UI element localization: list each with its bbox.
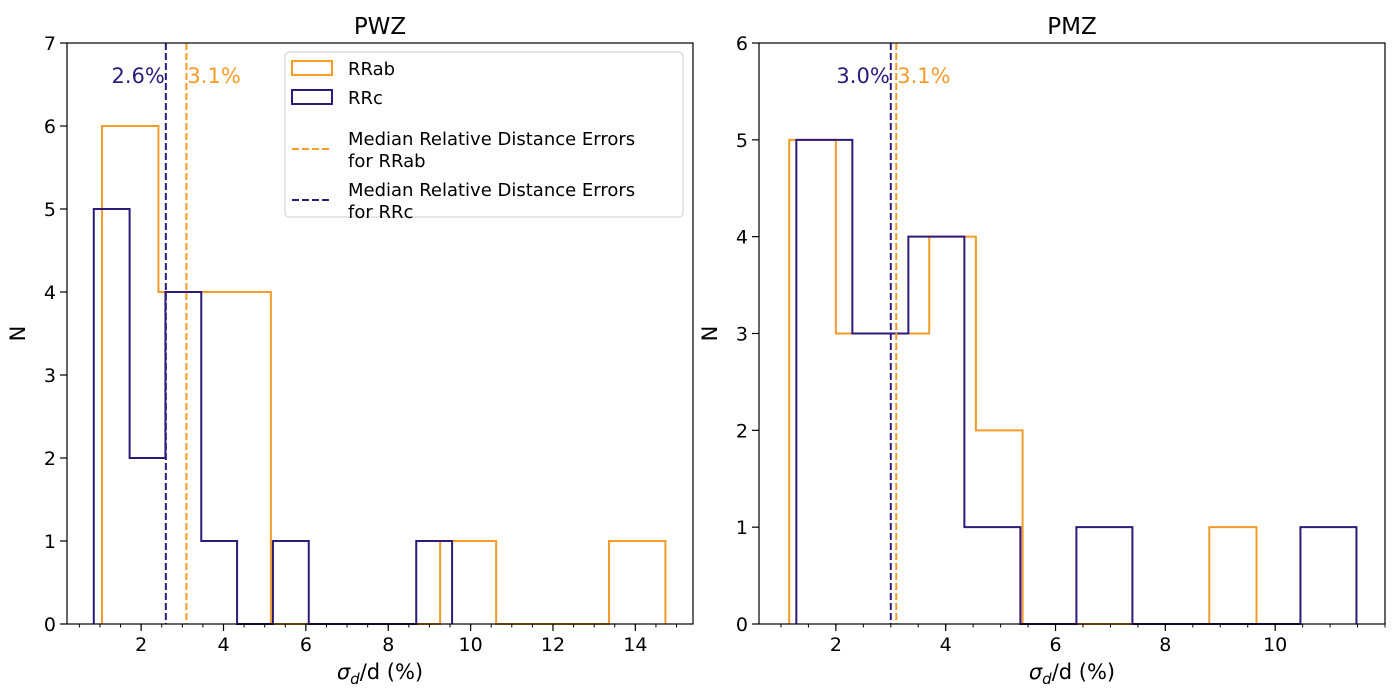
median-label-rrab: 3.1%	[897, 64, 950, 88]
legend-swatch	[291, 60, 333, 76]
y-tick-label: 5	[736, 130, 748, 152]
chart-panel-2: 3.0% 3.1% 2 4 6 8 10 0 1 2 3 4 5 6 PMZ Nσd/d (%)	[698, 14, 1386, 688]
median-label-rrc: 2.6%	[111, 64, 164, 88]
y-tick-label: 5	[44, 199, 56, 221]
legend-label: for RRab	[348, 151, 426, 172]
x-tick-label: 10	[1263, 634, 1287, 656]
axes-frame	[66, 42, 694, 625]
legend-swatch	[291, 89, 333, 105]
x-axis-label-rest: /d (%)	[1052, 660, 1115, 684]
x-tick-label: 10	[459, 634, 483, 656]
y-tick-label: 4	[44, 282, 56, 304]
x-axis-label-subscript: d	[350, 670, 360, 688]
legend-label: Median Relative Distance Errors	[348, 180, 635, 201]
y-tick-label: 1	[736, 517, 748, 539]
y-tick-label: 6	[44, 116, 56, 138]
x-tick-label: 12	[541, 634, 565, 656]
chart-title: PMZ	[1047, 14, 1096, 40]
legend-label: RRc	[348, 88, 383, 109]
median-label-rrab: 3.1%	[187, 64, 240, 88]
y-tick-label: 3	[44, 365, 56, 387]
x-tick-label: 4	[217, 634, 229, 656]
x-tick-label: 2	[830, 634, 842, 656]
y-tick-label: 0	[736, 614, 748, 636]
x-tick-label: 6	[300, 634, 312, 656]
y-tick-label: 1	[44, 531, 56, 553]
x-tick-label: 14	[623, 634, 647, 656]
x-axis-label: σd/d (%)	[337, 660, 423, 688]
y-axis-label: N	[698, 326, 722, 342]
y-tick-label: 0	[44, 614, 56, 636]
y-tick-label: 2	[736, 420, 748, 442]
median-label-rrc: 3.0%	[836, 64, 889, 88]
histogram-rrc	[92, 208, 454, 625]
x-axis-label-symbol: σ	[337, 660, 351, 684]
x-axis-label-subscript: d	[1042, 670, 1052, 688]
chart-title: PWZ	[354, 14, 406, 40]
legend-label: Median Relative Distance Errors	[348, 129, 635, 150]
legend-label: for RRc	[348, 202, 413, 223]
x-axis-label-rest: /d (%)	[360, 660, 423, 684]
legend-box	[284, 51, 684, 218]
x-axis-label: σd/d (%)	[1029, 660, 1115, 688]
y-tick-label: 2	[44, 448, 56, 470]
y-tick-label: 4	[736, 227, 748, 249]
histogram-rrab	[788, 138, 1258, 625]
x-axis-label-symbol: σ	[1029, 660, 1043, 684]
x-tick-label: 2	[135, 634, 147, 656]
x-tick-label: 8	[1159, 634, 1171, 656]
y-tick-label: 6	[736, 33, 748, 55]
y-axis-label: N	[6, 326, 30, 342]
y-tick-label: 7	[44, 33, 56, 55]
x-tick-label: 4	[940, 634, 952, 656]
legend-label: RRab	[348, 59, 395, 80]
y-tick-label: 3	[736, 324, 748, 346]
histogram-rrc	[795, 138, 1358, 625]
x-tick-label: 8	[382, 634, 394, 656]
x-tick-label: 6	[1049, 634, 1061, 656]
